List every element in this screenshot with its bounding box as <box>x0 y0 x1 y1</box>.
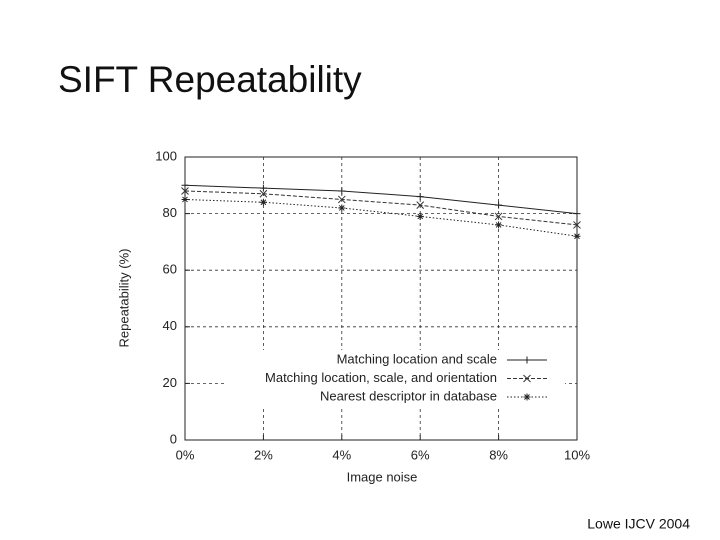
y-tick-label: 40 <box>163 318 177 333</box>
x-tick-label: 6% <box>411 447 430 462</box>
y-tick-label: 60 <box>163 262 177 277</box>
series-line <box>184 198 578 237</box>
marker <box>259 184 267 192</box>
marker <box>416 212 424 220</box>
marker <box>523 374 531 383</box>
marker <box>494 212 503 221</box>
marker <box>181 187 189 195</box>
marker <box>259 198 267 206</box>
plot-frame <box>184 156 578 441</box>
marker <box>416 201 425 209</box>
series-line <box>184 190 578 226</box>
y-axis-label: Repeatability (%) <box>116 249 131 348</box>
y-tick-label: 100 <box>155 148 177 163</box>
marker <box>573 210 581 218</box>
marker <box>495 201 503 209</box>
marker <box>573 232 581 240</box>
marker <box>181 195 189 203</box>
x-tick-label: 2% <box>254 447 273 462</box>
y-tick-label: 80 <box>163 205 177 220</box>
footer: Lowe IJCV 2004 <box>587 516 690 532</box>
marker <box>573 221 581 229</box>
x-tick-label: 8% <box>489 447 508 462</box>
marker <box>259 189 268 198</box>
marker <box>495 221 503 229</box>
marker <box>523 393 531 401</box>
legend-label: Nearest descriptor in database <box>320 388 497 403</box>
y-tick-label: 0 <box>170 431 177 446</box>
series-line <box>184 184 578 215</box>
marker <box>181 181 189 189</box>
x-tick-label: 0% <box>176 447 195 462</box>
x-tick-label: 10% <box>564 447 590 462</box>
marker <box>337 195 346 204</box>
slide-title: SIFT Repeatability <box>58 59 362 100</box>
marker <box>338 204 346 212</box>
legend-label: Matching location, scale, and orientatio… <box>265 370 497 385</box>
legend-label: Matching location and scale <box>337 351 497 366</box>
x-axis-label: Image noise <box>347 469 418 484</box>
marker <box>338 187 346 195</box>
y-tick-label: 20 <box>163 375 177 390</box>
x-tick-label: 4% <box>332 447 351 462</box>
marker <box>523 356 531 364</box>
marker <box>416 193 424 201</box>
